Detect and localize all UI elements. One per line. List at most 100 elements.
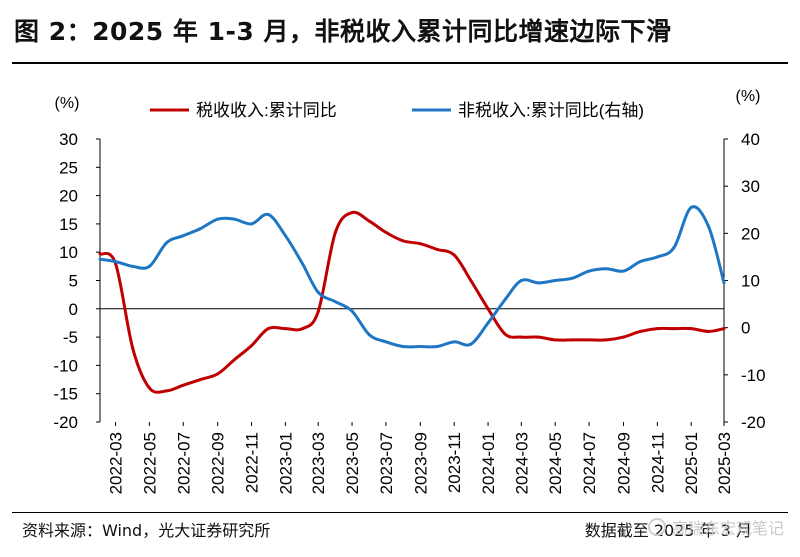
right-axis-unit: (%) bbox=[736, 88, 761, 105]
data-point bbox=[333, 300, 337, 304]
data-point bbox=[435, 345, 439, 349]
data-point bbox=[469, 342, 473, 346]
data-point bbox=[622, 335, 626, 339]
chart-axes: (%) (%) 30 25 20 15 10 5 0 -5 -10 -15 -20 40 30 20 10 0 -1… bbox=[53, 88, 765, 494]
title-divider bbox=[12, 62, 788, 64]
line-chart: (%) (%) 30 25 20 15 10 5 0 -5 -10 -15 -20 40 30 20 10 0 -1… bbox=[53, 88, 765, 494]
data-point bbox=[604, 338, 608, 342]
data-point bbox=[503, 332, 507, 336]
data-point bbox=[384, 340, 388, 344]
series-line-non-tax-revenue bbox=[99, 205, 726, 349]
x-tick-label: 2022-11 bbox=[243, 432, 262, 493]
data-point bbox=[316, 310, 320, 314]
left-axis-unit: (%) bbox=[55, 95, 80, 112]
right-tick-label: -20 bbox=[741, 413, 766, 432]
data-point bbox=[283, 234, 287, 238]
x-tick-label: 2023-07 bbox=[377, 432, 396, 494]
x-tick-label: 2024-05 bbox=[546, 432, 565, 494]
data-point bbox=[452, 253, 456, 257]
data-point bbox=[706, 224, 710, 228]
chart-legend: 税收收入:累计同比 非税收入:累计同比(右轴) bbox=[150, 101, 644, 120]
right-tick-label: 30 bbox=[741, 177, 760, 196]
left-tick-label: 5 bbox=[69, 272, 78, 291]
chart-series bbox=[98, 205, 726, 394]
data-point bbox=[384, 230, 388, 234]
x-tick-label: 2022-03 bbox=[107, 432, 126, 494]
x-tick-label: 2024-03 bbox=[512, 432, 531, 494]
data-point bbox=[198, 378, 202, 382]
data-point bbox=[486, 321, 490, 325]
data-point bbox=[232, 217, 236, 221]
page-title: 图 2：2025 年 1-3 月，非税收入累计同比增速边际下滑 bbox=[14, 17, 672, 46]
data-point bbox=[622, 269, 626, 273]
left-tick-label: -20 bbox=[53, 413, 78, 432]
right-tick-label: 40 bbox=[741, 130, 760, 149]
left-tick-label: 25 bbox=[59, 158, 78, 177]
data-point bbox=[316, 290, 320, 294]
data-point bbox=[435, 247, 439, 251]
data-point bbox=[672, 245, 676, 249]
data-point bbox=[98, 257, 102, 261]
data-point bbox=[570, 338, 574, 342]
watermark-text: 高瑞东宏观笔记 bbox=[671, 519, 784, 538]
data-point bbox=[266, 327, 270, 331]
source-note: 资料来源：Wind，光大证券研究所 bbox=[22, 521, 271, 540]
data-point bbox=[301, 262, 305, 266]
data-point bbox=[165, 241, 169, 245]
x-tick-label: 2023-09 bbox=[411, 432, 430, 494]
data-point bbox=[266, 212, 270, 216]
left-tick-label: -5 bbox=[63, 328, 78, 347]
x-tick-label: 2024-07 bbox=[580, 432, 599, 494]
data-point bbox=[638, 260, 642, 264]
left-tick-label: -10 bbox=[53, 356, 78, 375]
data-point bbox=[587, 338, 591, 342]
data-point bbox=[503, 297, 507, 301]
data-point bbox=[333, 230, 337, 234]
data-point bbox=[283, 327, 287, 331]
left-tick-label: 20 bbox=[59, 187, 78, 206]
data-point bbox=[452, 340, 456, 344]
data-point bbox=[722, 281, 726, 285]
data-point bbox=[722, 327, 726, 331]
data-point bbox=[181, 383, 185, 387]
right-tick-label: 10 bbox=[741, 272, 760, 291]
data-point bbox=[706, 329, 710, 333]
data-point bbox=[367, 219, 371, 223]
x-tick-label: 2023-03 bbox=[309, 432, 328, 494]
data-point bbox=[350, 211, 354, 215]
left-tick-label: 0 bbox=[69, 300, 78, 319]
right-tick-label: 0 bbox=[741, 319, 750, 338]
left-tick-label: -15 bbox=[53, 385, 78, 404]
data-point bbox=[165, 389, 169, 393]
series-line-tax-revenue bbox=[99, 210, 725, 394]
data-point bbox=[469, 279, 473, 282]
data-point bbox=[519, 335, 523, 339]
x-tick-label: 2024-09 bbox=[615, 432, 634, 494]
legend-label: 非税收入:累计同比(右轴) bbox=[458, 101, 644, 120]
data-point bbox=[401, 345, 405, 349]
watermark: 高瑞东宏观笔记 bbox=[647, 515, 784, 539]
data-point bbox=[418, 242, 422, 246]
data-point bbox=[553, 279, 557, 282]
x-tick-label: 2024-01 bbox=[479, 432, 498, 494]
data-point bbox=[147, 264, 151, 268]
data-point bbox=[418, 345, 422, 349]
data-point bbox=[216, 217, 220, 221]
x-tick-label: 2025-03 bbox=[715, 432, 734, 494]
data-point bbox=[250, 222, 254, 226]
right-tick-label: -10 bbox=[741, 366, 766, 385]
data-point bbox=[216, 372, 220, 376]
x-tick-label: 2025-01 bbox=[682, 432, 701, 494]
x-tick-label: 2023-11 bbox=[445, 432, 464, 493]
x-tick-label: 2022-05 bbox=[140, 432, 159, 494]
left-tick-label: 30 bbox=[59, 130, 78, 149]
data-point bbox=[232, 358, 236, 362]
data-point bbox=[570, 276, 574, 280]
data-point bbox=[131, 264, 135, 268]
x-tick-label: 2023-01 bbox=[276, 432, 295, 494]
data-point bbox=[689, 205, 693, 209]
data-point bbox=[553, 338, 557, 342]
data-point bbox=[537, 335, 541, 339]
legend-label: 税收收入:累计同比 bbox=[196, 101, 337, 120]
left-tick-label: 15 bbox=[59, 215, 78, 234]
